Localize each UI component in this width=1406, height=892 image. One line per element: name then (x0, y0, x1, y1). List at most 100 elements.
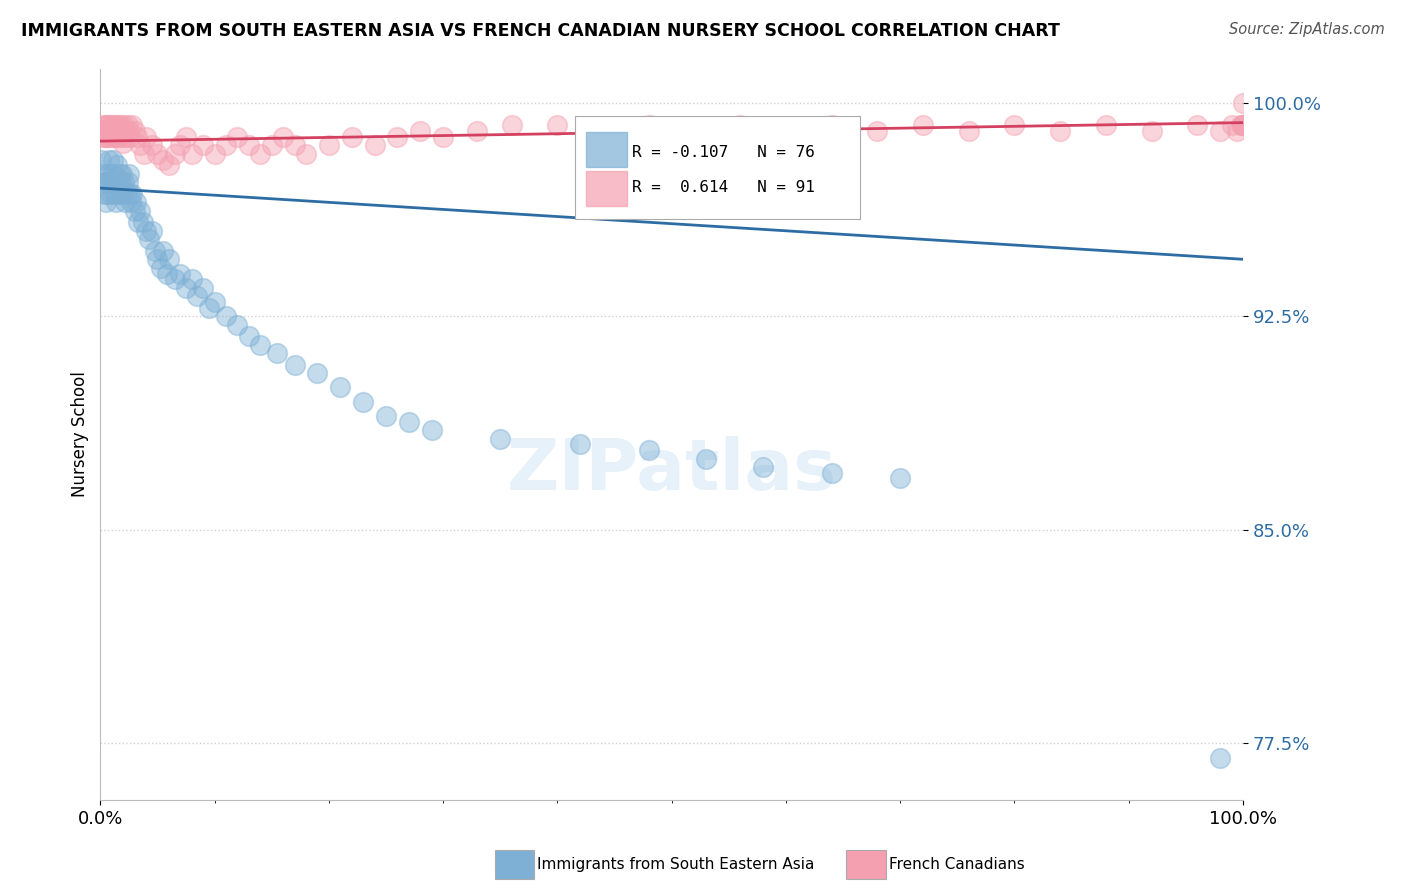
Point (98, 175, 121, 189)
Point (146, 252, 169, 267)
Text: ZIPatlas: ZIPatlas (506, 436, 837, 506)
Point (174, 281, 197, 295)
Point (1230, 119, 1253, 133)
Point (204, 295, 226, 310)
Point (104, 129, 127, 144)
Point (238, 138, 260, 153)
Point (120, 195, 142, 210)
Point (118, 167, 141, 181)
Point (120, 129, 142, 144)
Point (101, 175, 124, 189)
Point (100, 129, 122, 144)
Point (111, 124, 134, 138)
Point (695, 451, 717, 466)
Point (91, 129, 114, 144)
Point (94, 186, 117, 201)
Point (96, 119, 118, 133)
Point (432, 129, 454, 144)
Point (420, 423, 443, 437)
Point (866, 124, 889, 138)
Point (90, 124, 112, 138)
Point (284, 138, 307, 153)
Point (101, 129, 124, 144)
Point (152, 153, 174, 167)
Point (352, 394, 374, 409)
Point (193, 138, 215, 153)
Text: French Canadians: French Canadians (889, 857, 1025, 871)
Text: Source: ZipAtlas.com: Source: ZipAtlas.com (1229, 22, 1385, 37)
Point (146, 147, 169, 161)
Point (115, 186, 138, 201)
Point (156, 267, 179, 281)
Point (105, 119, 128, 133)
Point (132, 147, 155, 161)
Point (131, 215, 153, 229)
Point (226, 129, 249, 144)
Point (226, 318, 249, 332)
Point (501, 119, 523, 133)
Point (1140, 124, 1163, 138)
Point (110, 186, 132, 201)
Point (775, 124, 797, 138)
Point (409, 124, 432, 138)
Point (1209, 750, 1232, 764)
Point (271, 129, 294, 144)
Point (163, 272, 186, 286)
Point (101, 167, 124, 181)
Point (149, 260, 172, 275)
Point (592, 124, 614, 138)
Point (546, 119, 568, 133)
Point (180, 272, 202, 286)
Point (163, 147, 186, 161)
Point (110, 129, 132, 144)
Point (111, 167, 134, 181)
Point (1232, 119, 1254, 133)
Point (112, 186, 135, 201)
Point (957, 124, 980, 138)
Point (96, 175, 118, 189)
Point (204, 147, 226, 161)
Point (94, 119, 117, 133)
Point (112, 136, 135, 150)
Point (98, 153, 121, 167)
Point (124, 124, 146, 138)
Point (101, 119, 124, 133)
Point (101, 153, 124, 167)
Point (157, 252, 180, 267)
Point (135, 224, 157, 238)
Point (295, 147, 318, 161)
Point (93, 124, 115, 138)
Point (124, 203, 146, 218)
Point (138, 232, 160, 246)
Point (107, 175, 129, 189)
Point (114, 124, 136, 138)
Point (103, 124, 125, 138)
Point (398, 415, 420, 429)
Point (103, 119, 125, 133)
Point (215, 138, 238, 153)
Point (186, 289, 208, 303)
Point (467, 124, 489, 138)
Point (249, 337, 271, 351)
Point (249, 147, 271, 161)
Point (1232, 95, 1254, 110)
Point (94, 124, 117, 138)
Point (129, 203, 152, 218)
Point (96, 186, 118, 201)
Point (889, 471, 911, 485)
Point (329, 380, 352, 394)
Point (115, 129, 138, 144)
Point (129, 138, 152, 153)
Point (238, 329, 260, 343)
Point (117, 119, 139, 133)
Point (157, 158, 180, 172)
Point (97, 167, 120, 181)
Point (683, 124, 706, 138)
Point (110, 119, 132, 133)
Point (114, 195, 136, 210)
Point (141, 138, 163, 153)
Point (820, 466, 842, 480)
Point (91, 119, 114, 133)
Point (108, 167, 131, 181)
Point (752, 460, 775, 475)
